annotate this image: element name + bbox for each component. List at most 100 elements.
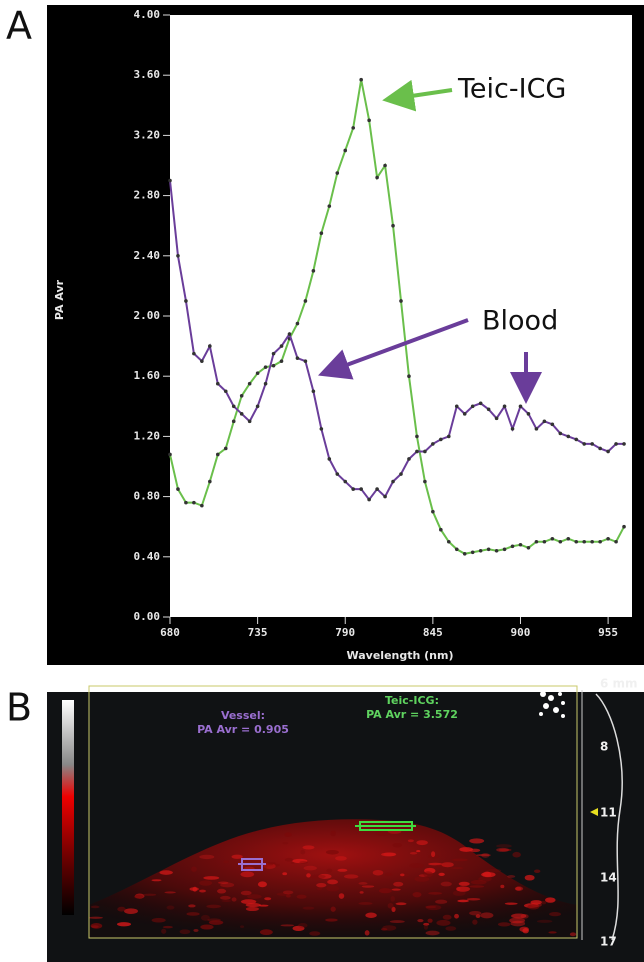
speckle <box>200 914 210 921</box>
speckle <box>416 850 421 853</box>
speckle <box>282 842 289 845</box>
data-point <box>486 407 491 412</box>
focus-marker <box>590 808 598 816</box>
speckle <box>469 848 481 853</box>
data-point <box>454 404 459 409</box>
speckle <box>188 904 196 908</box>
speckle <box>326 868 333 873</box>
data-point <box>431 442 435 446</box>
data-point <box>311 389 316 394</box>
speckle <box>199 880 213 886</box>
speckle <box>417 919 424 923</box>
speckle <box>389 920 405 923</box>
speckle <box>286 894 291 898</box>
roi-value: PA Avr = 0.905 <box>197 723 289 736</box>
speckle <box>330 830 336 837</box>
speckle <box>536 919 553 923</box>
data-point <box>470 550 475 555</box>
speckle <box>179 929 191 935</box>
data-point <box>478 401 483 406</box>
speckle <box>496 847 509 852</box>
speckle <box>280 924 295 927</box>
speckle <box>486 868 502 873</box>
data-point <box>343 479 348 484</box>
speckle <box>440 881 452 887</box>
speckle <box>549 911 562 917</box>
data-point <box>200 359 204 363</box>
speckle <box>325 850 339 855</box>
panel-label: B <box>6 686 32 730</box>
x-tick-label: 845 <box>423 626 443 639</box>
data-point <box>486 547 491 552</box>
speckle <box>240 871 255 878</box>
speckle <box>257 881 267 888</box>
speckle <box>117 906 126 912</box>
speckle <box>245 906 259 912</box>
speckle <box>375 831 391 836</box>
speckle <box>475 914 481 919</box>
speckle <box>407 839 414 843</box>
speckle <box>231 897 237 902</box>
speckle <box>507 875 516 878</box>
speckle <box>284 832 292 838</box>
speckle <box>382 925 397 931</box>
data-point <box>391 223 395 228</box>
y-tick-label: 0.80 <box>134 490 161 503</box>
data-point <box>534 539 539 544</box>
speckle <box>527 904 540 910</box>
speckle <box>134 894 144 899</box>
depth-label: 8 <box>600 740 608 754</box>
data-point <box>614 539 618 544</box>
speckle <box>509 917 526 924</box>
speckle <box>515 886 522 891</box>
speckle <box>412 891 422 898</box>
speckle <box>338 893 345 899</box>
y-axis-label: PA Avr <box>53 279 66 320</box>
data-point <box>470 404 475 409</box>
speckle <box>469 838 485 844</box>
speckle <box>189 887 199 891</box>
y-tick-label: 1.20 <box>134 429 161 442</box>
tissue-region <box>89 819 577 938</box>
speckle <box>358 902 373 905</box>
data-point <box>287 332 292 336</box>
speckle <box>381 928 388 931</box>
data-point <box>423 479 427 484</box>
data-point <box>407 374 411 379</box>
data-point <box>462 412 467 416</box>
speckle <box>199 854 215 860</box>
speckle <box>90 923 103 929</box>
speckle <box>425 930 440 936</box>
speckle <box>299 861 308 864</box>
speckle <box>458 881 470 886</box>
speckle <box>162 925 173 929</box>
speckle <box>514 886 524 891</box>
data-point <box>367 497 371 502</box>
data-point <box>574 539 579 544</box>
x-axis-label: Wavelength (nm) <box>347 649 454 662</box>
arrow <box>382 79 453 112</box>
speckle <box>482 871 492 878</box>
data-point <box>200 503 204 508</box>
speckle <box>259 929 273 936</box>
data-point <box>423 449 427 454</box>
depth-label: 14 <box>600 871 617 885</box>
x-tick-label: 790 <box>335 626 355 639</box>
data-point <box>239 393 244 398</box>
data-point <box>319 427 324 431</box>
speckle <box>221 899 232 902</box>
data-point <box>255 404 260 409</box>
speckle <box>569 932 577 937</box>
speckle <box>423 924 429 930</box>
annotation: Teic-ICG <box>457 74 566 105</box>
data-point <box>431 509 435 514</box>
data-point <box>606 536 610 541</box>
y-tick-label: 0.40 <box>134 550 161 563</box>
speckle <box>90 905 100 909</box>
speckle <box>395 902 407 906</box>
data-point <box>295 321 300 326</box>
x-tick-label: 735 <box>248 626 268 639</box>
tissue <box>88 819 577 938</box>
speckle <box>337 868 348 872</box>
speckle <box>358 882 368 885</box>
